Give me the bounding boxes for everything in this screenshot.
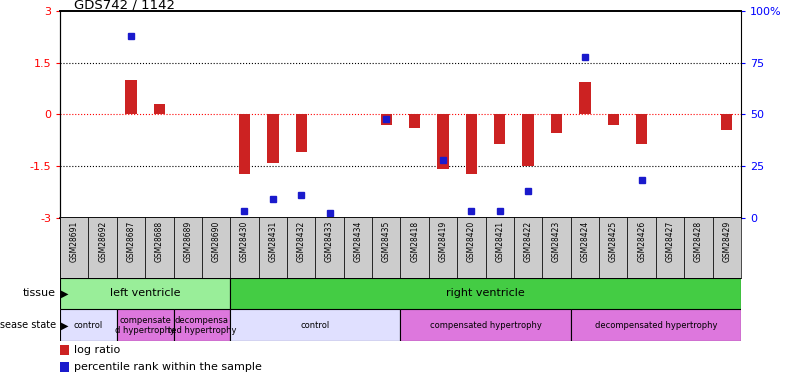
Text: GSM28418: GSM28418 (410, 220, 419, 262)
Text: GSM28427: GSM28427 (666, 220, 674, 262)
Bar (154, 104, 165, 114)
Text: left ventricle: left ventricle (110, 288, 180, 298)
Text: disease state: disease state (0, 320, 56, 330)
Text: GSM28435: GSM28435 (382, 220, 391, 262)
Text: ▶: ▶ (61, 288, 68, 298)
Text: GSM28425: GSM28425 (609, 220, 618, 262)
Bar (231, 278, 741, 309)
Bar (231, 309, 400, 341)
Bar (721, 114, 732, 130)
Bar (296, 114, 307, 152)
Bar (465, 114, 477, 174)
Text: GSM28691: GSM28691 (70, 220, 78, 262)
Text: GSM28688: GSM28688 (155, 220, 164, 262)
Bar (117, 217, 145, 278)
Text: tissue: tissue (23, 288, 56, 298)
Text: log ratio: log ratio (74, 345, 120, 355)
Bar (259, 217, 287, 278)
Bar (429, 217, 457, 278)
Text: GSM28687: GSM28687 (127, 220, 135, 262)
Bar (627, 217, 656, 278)
Text: GSM28430: GSM28430 (240, 220, 249, 262)
Text: GSM28690: GSM28690 (211, 220, 220, 262)
Text: GSM28689: GSM28689 (183, 220, 192, 262)
Text: control: control (74, 321, 103, 330)
Text: GSM28424: GSM28424 (581, 220, 590, 262)
Bar (514, 217, 542, 278)
Bar (636, 114, 647, 144)
Bar (145, 217, 174, 278)
Text: compensated hypertrophy: compensated hypertrophy (429, 321, 541, 330)
Bar (542, 217, 570, 278)
Bar (344, 217, 372, 278)
Text: GSM28434: GSM28434 (353, 220, 362, 262)
Bar (268, 114, 279, 162)
Bar (117, 309, 174, 341)
Text: GSM28431: GSM28431 (268, 220, 277, 262)
Text: compensate
d hypertrophy: compensate d hypertrophy (115, 316, 175, 335)
Text: GSM28419: GSM28419 (439, 220, 448, 262)
Bar (608, 114, 619, 125)
Bar (522, 114, 533, 166)
Text: GSM28426: GSM28426 (637, 220, 646, 262)
Bar (174, 217, 202, 278)
Text: GDS742 / 1142: GDS742 / 1142 (74, 0, 175, 11)
Text: control: control (300, 321, 330, 330)
Bar (400, 217, 429, 278)
Bar (409, 114, 421, 128)
Text: decompensa
ted hypertrophy: decompensa ted hypertrophy (167, 316, 236, 335)
Bar (570, 309, 741, 341)
Text: GSM28429: GSM28429 (723, 220, 731, 262)
Bar (400, 309, 570, 341)
Bar (231, 217, 259, 278)
Text: ▶: ▶ (61, 320, 68, 330)
Bar (684, 217, 713, 278)
Text: GSM28428: GSM28428 (694, 220, 702, 262)
Text: GSM28422: GSM28422 (524, 220, 533, 262)
Bar (372, 217, 400, 278)
Bar (60, 217, 88, 278)
Bar (239, 114, 250, 174)
Bar (579, 82, 590, 114)
Bar (551, 114, 562, 133)
Text: GSM28433: GSM28433 (325, 220, 334, 262)
Bar (316, 217, 344, 278)
Bar (174, 309, 231, 341)
Text: GSM28420: GSM28420 (467, 220, 476, 262)
Bar (713, 217, 741, 278)
Bar (60, 278, 231, 309)
Bar (599, 217, 627, 278)
Bar (380, 114, 392, 125)
Bar (494, 114, 505, 144)
Text: decompensated hypertrophy: decompensated hypertrophy (594, 321, 717, 330)
Text: percentile rank within the sample: percentile rank within the sample (74, 362, 262, 372)
Bar (287, 217, 316, 278)
Bar (437, 114, 449, 170)
Bar (60, 362, 69, 372)
Text: GSM28692: GSM28692 (99, 220, 107, 262)
Text: GSM28432: GSM28432 (296, 220, 306, 262)
Bar (656, 217, 684, 278)
Text: GSM28421: GSM28421 (495, 220, 505, 262)
Bar (88, 217, 117, 278)
Bar (202, 217, 231, 278)
Bar (125, 80, 137, 114)
Text: right ventricle: right ventricle (446, 288, 525, 298)
Bar (485, 217, 514, 278)
Bar (457, 217, 485, 278)
Text: GSM28423: GSM28423 (552, 220, 561, 262)
Bar (60, 345, 69, 355)
Bar (60, 309, 117, 341)
Bar (570, 217, 599, 278)
